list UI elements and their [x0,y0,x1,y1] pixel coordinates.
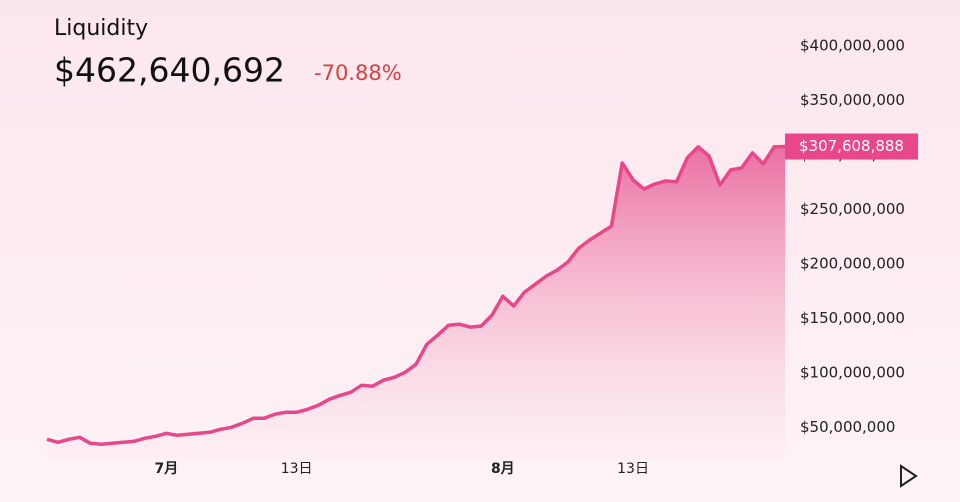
y-tick-label: $400,000,000 [800,36,905,54]
play-button[interactable] [900,464,918,488]
y-tick-label: $50,000,000 [800,418,895,436]
value-label-box [785,133,918,160]
headline-value: $462,640,692 [54,51,285,90]
y-tick-label: $250,000,000 [800,200,905,218]
y-tick-label: $150,000,000 [800,309,905,327]
x-tick-label: 13日 [281,461,313,477]
line [46,144,786,447]
chart-title: Liquidity [54,16,148,41]
x-tick-label: 8月 [491,461,515,477]
y-tick-label: $100,000,000 [800,363,905,381]
y-tick-label: $200,000,000 [800,254,905,272]
x-tick-label: 7月 [155,461,179,477]
y-tick-label: $350,000,000 [800,91,905,109]
value-label: $307,608,888 [799,137,904,155]
area [47,146,785,460]
x-tick-label: 13日 [617,461,649,477]
change: -70.88% [314,61,402,85]
